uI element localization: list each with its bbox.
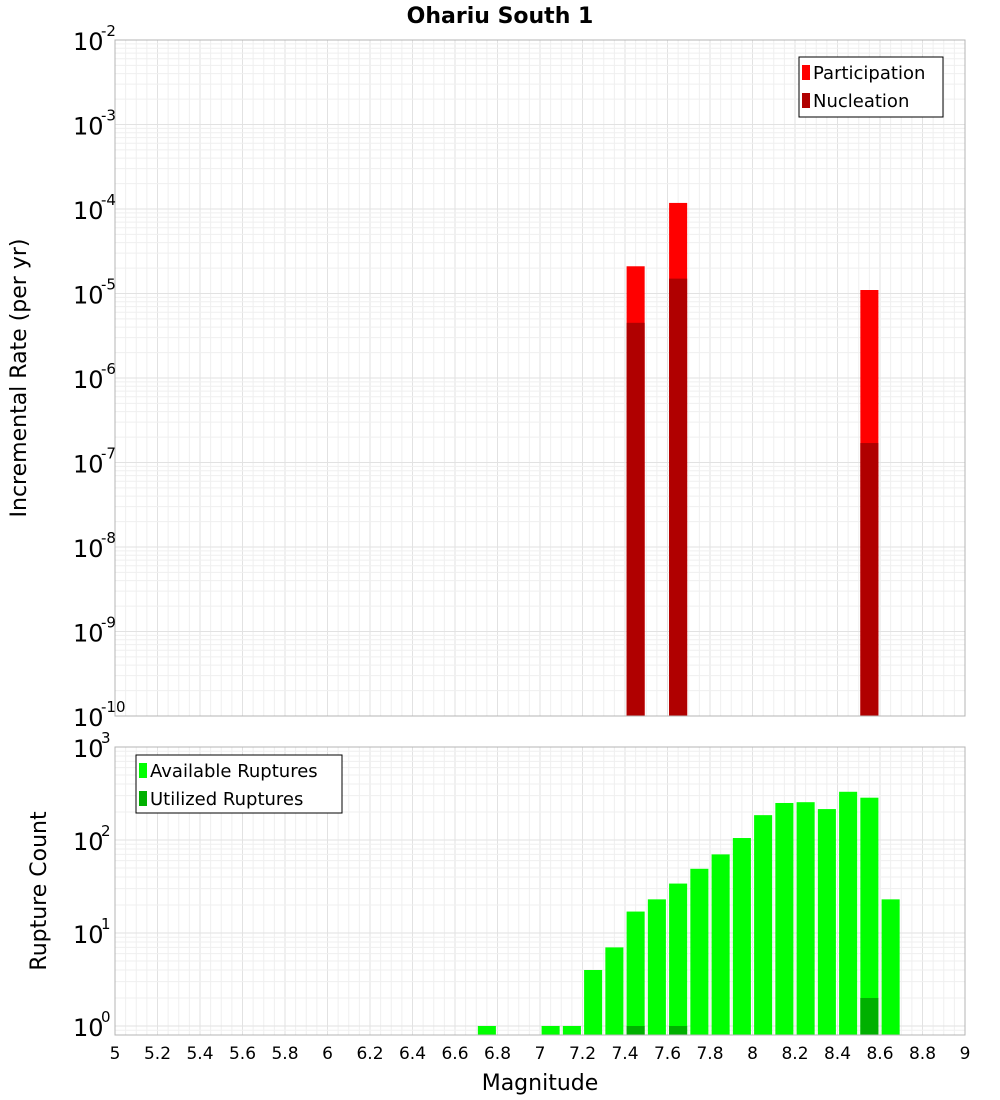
available-ruptures-bar — [839, 791, 858, 1035]
rate-y-tick-base: 10 — [73, 535, 104, 563]
x-tick-label: 6 — [322, 1044, 333, 1064]
available-ruptures-bar — [817, 809, 836, 1035]
count-y-tick-exponent: 3 — [101, 729, 111, 747]
rate-y-tick-base: 10 — [73, 704, 104, 732]
available-ruptures-bar — [711, 854, 730, 1035]
utilized-ruptures-bar — [626, 1025, 645, 1035]
rate-y-tick-exponent: -4 — [101, 191, 116, 209]
count-y-axis-label: Rupture Count — [27, 811, 52, 971]
x-tick-label: 7 — [535, 1044, 546, 1064]
rate-y-tick-base: 10 — [73, 620, 104, 648]
x-tick-label: 5.4 — [186, 1044, 213, 1064]
x-tick-label: 8 — [747, 1044, 758, 1064]
count-y-tick-exponent: 2 — [101, 822, 111, 840]
participation-legend-label: Participation — [813, 63, 925, 84]
x-tick-label: 9 — [960, 1044, 971, 1064]
available-ruptures-legend-swatch — [139, 763, 147, 778]
rate-y-tick-base: 10 — [73, 113, 104, 141]
chart-title: Ohariu South 1 — [407, 4, 594, 29]
x-axis-label: Magnitude — [482, 1071, 599, 1096]
available-ruptures-bar — [477, 1025, 496, 1035]
rate-y-tick-exponent: -3 — [101, 107, 116, 125]
utilized-ruptures-bar — [860, 997, 879, 1035]
nucleation-bar — [669, 278, 688, 716]
nucleation-bar — [626, 322, 645, 716]
x-ticks: 5 5.2 5.4 5.6 5.8 6 6.2 6.4 6.6 6.8 7 7.2 7.4 7.6 7.8 8… — [110, 1044, 971, 1064]
count-y-tick-base: 10 — [73, 921, 104, 949]
x-tick-label: 7.2 — [569, 1044, 596, 1064]
rate-y-tick-exponent: -7 — [101, 445, 116, 463]
rate-y-tick-base: 10 — [73, 366, 104, 394]
participation-legend-swatch — [802, 65, 810, 80]
x-tick-label: 8.6 — [866, 1044, 893, 1064]
rate-grid — [114, 39, 966, 717]
utilized-ruptures-legend-swatch — [139, 791, 147, 806]
available-ruptures-bar — [754, 815, 773, 1035]
available-ruptures-bar — [690, 868, 709, 1035]
nucleation-bar — [860, 443, 879, 716]
rate-y-tick-exponent: -2 — [101, 22, 116, 40]
nucleation-legend-label: Nucleation — [813, 91, 909, 112]
available-ruptures-bar — [775, 802, 794, 1035]
available-ruptures-bar — [541, 1025, 560, 1035]
count-bars — [477, 791, 900, 1035]
x-tick-label: 7.8 — [696, 1044, 723, 1064]
available-ruptures-bar — [647, 899, 666, 1035]
rate-y-tick-exponent: -8 — [101, 529, 116, 547]
count-y-tick-exponent: 1 — [101, 915, 111, 933]
count-legend-box — [135, 754, 343, 814]
count-legend: Available Ruptures Utilized Ruptures — [135, 754, 343, 814]
available-ruptures-bar — [584, 969, 603, 1035]
rate-y-axis-label: Incremental Rate (per yr) — [7, 239, 32, 518]
rate-y-tick-base: 10 — [73, 28, 104, 56]
utilized-ruptures-legend-label: Utilized Ruptures — [150, 789, 303, 810]
x-tick-label: 7.6 — [654, 1044, 681, 1064]
nucleation-legend-swatch — [802, 93, 810, 108]
rate-plot-frame — [114, 39, 966, 717]
available-ruptures-bar — [669, 883, 688, 1035]
rate-y-tick-base: 10 — [73, 451, 104, 479]
x-tick-label: 8.8 — [909, 1044, 936, 1064]
rate-y-tick-exponent: -9 — [101, 614, 116, 632]
x-tick-label: 6.2 — [356, 1044, 383, 1064]
rate-y-tick-exponent: -5 — [101, 276, 116, 294]
available-ruptures-bar — [732, 838, 751, 1035]
x-tick-label: 8.2 — [781, 1044, 808, 1064]
available-ruptures-bar — [562, 1025, 581, 1035]
x-tick-label: 5 — [110, 1044, 121, 1064]
x-tick-label: 6.8 — [484, 1044, 511, 1064]
rate-legend: Participation Nucleation — [798, 56, 944, 118]
count-y-tick-base: 10 — [73, 735, 104, 763]
count-plot-frame — [114, 746, 966, 1036]
x-tick-label: 5.6 — [229, 1044, 256, 1064]
x-tick-label: 7.4 — [611, 1044, 638, 1064]
count-y-tick-base: 10 — [73, 1014, 104, 1042]
available-ruptures-bar — [796, 802, 815, 1035]
available-ruptures-bar — [626, 911, 645, 1035]
count-y-tick-base: 10 — [73, 828, 104, 856]
available-ruptures-bar — [881, 899, 900, 1035]
rate-y-tick-base: 10 — [73, 282, 104, 310]
available-ruptures-legend-label: Available Ruptures — [150, 761, 318, 782]
rate-bars — [626, 202, 879, 716]
utilized-ruptures-bar — [669, 1025, 688, 1035]
x-tick-label: 6.4 — [399, 1044, 426, 1064]
x-tick-label: 5.2 — [144, 1044, 171, 1064]
x-tick-label: 8.4 — [824, 1044, 851, 1064]
count-y-tick-exponent: 0 — [101, 1008, 111, 1026]
x-tick-label: 6.6 — [441, 1044, 468, 1064]
rate-y-tick-exponent: -10 — [101, 698, 126, 716]
available-ruptures-bar — [605, 947, 624, 1035]
available-ruptures-bar — [860, 797, 879, 1035]
rate-legend-box — [798, 56, 944, 118]
rate-y-tick-exponent: -6 — [101, 360, 116, 378]
x-tick-label: 5.8 — [271, 1044, 298, 1064]
rate-y-tick-base: 10 — [73, 197, 104, 225]
